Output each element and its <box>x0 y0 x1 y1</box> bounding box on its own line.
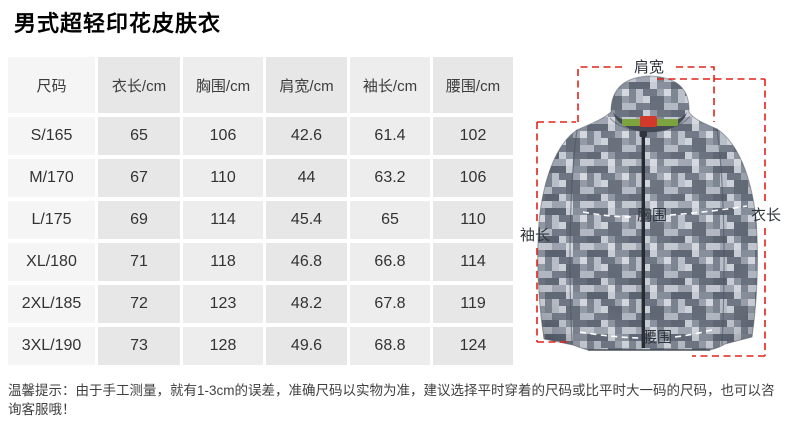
size-cell: 110 <box>183 159 263 197</box>
col-header-size: 尺码 <box>8 57 95 113</box>
table-row-m: M/170 67 110 44 63.2 106 <box>8 159 513 197</box>
size-cell: 61.4 <box>350 117 430 155</box>
zipper <box>641 135 645 348</box>
size-cell: 106 <box>433 159 513 197</box>
size-cell: 44 <box>266 159 347 197</box>
size-cell: 114 <box>183 201 263 239</box>
shoulder-width-annotation <box>577 66 715 122</box>
table-row-2xl: 2XL/185 72 123 48.2 67.8 119 <box>8 285 513 323</box>
table-row-s: S/165 65 106 42.6 61.4 102 <box>8 117 513 155</box>
size-cell: 110 <box>433 201 513 239</box>
chest-annotation <box>582 205 748 218</box>
size-cell: 67.8 <box>350 285 430 323</box>
sleeve-length-annotation <box>536 121 576 343</box>
size-cell: 65 <box>98 117 180 155</box>
size-cell: 49.6 <box>266 327 347 365</box>
size-cell: 118 <box>183 243 263 281</box>
collar-opening <box>613 112 687 133</box>
size-cell: 68.8 <box>350 327 430 365</box>
sleeve-length-label: 袖长 <box>520 227 550 244</box>
chest-label: 胸围 <box>637 207 667 224</box>
size-cell: 69 <box>98 201 180 239</box>
col-header-waist: 腰围/cm <box>433 57 513 113</box>
col-header-shoulder: 肩宽/cm <box>266 57 347 113</box>
size-cell: 124 <box>433 327 513 365</box>
table-row-xl: XL/180 71 118 46.8 66.8 114 <box>8 243 513 281</box>
size-cell: 63.2 <box>350 159 430 197</box>
table-row-l: L/175 69 114 45.4 65 110 <box>8 201 513 239</box>
waist-annotation <box>579 328 716 339</box>
size-cell: 106 <box>183 117 263 155</box>
zipper-pull <box>640 116 657 127</box>
size-cell: 71 <box>98 243 180 281</box>
size-table: 尺码 衣长/cm 胸围/cm 肩宽/cm 袖长/cm 腰围/cm S/165 6… <box>5 53 516 369</box>
col-header-length: 衣长/cm <box>98 57 180 113</box>
size-cell: 114 <box>433 243 513 281</box>
jacket-illustration: 肩宽 袖长 衣长 胸围 <box>520 59 781 357</box>
size-cell: 42.6 <box>266 117 347 155</box>
jacket-body <box>537 75 758 351</box>
size-cell: 119 <box>433 285 513 323</box>
size-cell: 2XL/185 <box>8 285 95 323</box>
jacket-measurement-diagram: 肩宽 袖长 衣长 胸围 <box>510 40 790 430</box>
size-cell: 48.2 <box>266 285 347 323</box>
measurement-disclaimer-note: 温馨提示：由于手工测量，就有1-3cm的误差，准确尺码以实物为准，建议选择平时穿… <box>8 383 775 417</box>
size-table-header-row: 尺码 衣长/cm 胸围/cm 肩宽/cm 袖长/cm 腰围/cm <box>8 57 513 113</box>
garment-length-annotation <box>657 78 766 357</box>
size-cell: S/165 <box>8 117 95 155</box>
waist-label: 腰围 <box>642 329 672 346</box>
col-header-chest: 胸围/cm <box>183 57 263 113</box>
size-cell: M/170 <box>8 159 95 197</box>
col-header-sleeve: 袖长/cm <box>350 57 430 113</box>
size-cell: 123 <box>183 285 263 323</box>
size-cell: 66.8 <box>350 243 430 281</box>
size-cell: 67 <box>98 159 180 197</box>
size-cell: 128 <box>183 327 263 365</box>
garment-length-label: 衣长 <box>751 207 781 224</box>
size-cell: 102 <box>433 117 513 155</box>
shoulder-width-label: 肩宽 <box>634 59 664 76</box>
size-cell: 65 <box>350 201 430 239</box>
size-cell: 72 <box>98 285 180 323</box>
size-cell: 45.4 <box>266 201 347 239</box>
size-cell: 73 <box>98 327 180 365</box>
size-cell: L/175 <box>8 201 95 239</box>
page-title: 男式超轻印花皮肤衣 <box>14 11 222 36</box>
size-cell: 3XL/190 <box>8 327 95 365</box>
size-cell: XL/180 <box>8 243 95 281</box>
table-row-3xl: 3XL/190 73 128 49.6 68.8 124 <box>8 327 513 365</box>
size-cell: 46.8 <box>266 243 347 281</box>
